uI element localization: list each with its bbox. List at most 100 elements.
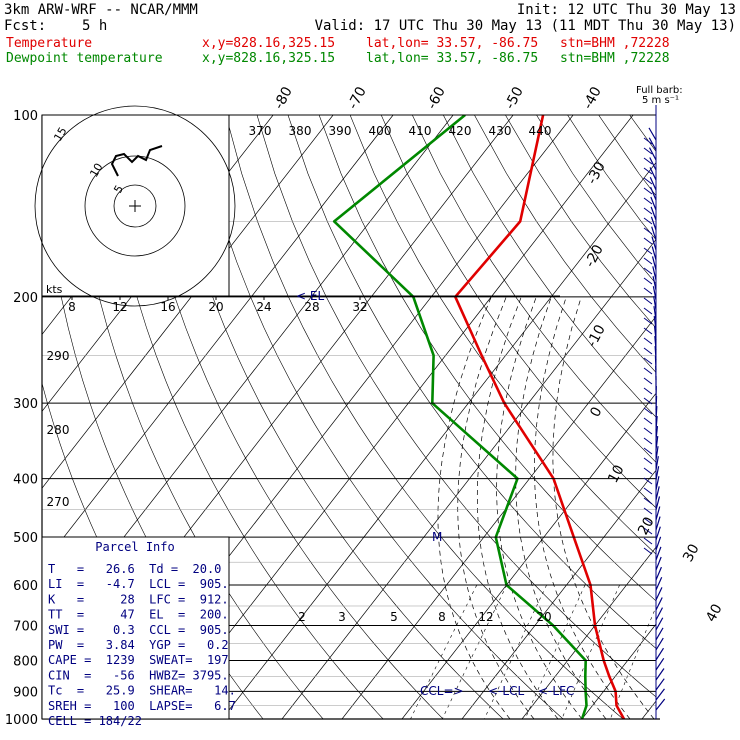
wind-barb-feather xyxy=(643,337,653,345)
mixing-ratio-label: 8 xyxy=(438,610,446,624)
wind-barb-feather xyxy=(643,367,653,375)
speed-label: 32 xyxy=(352,300,367,314)
wind-barb-feather xyxy=(643,157,653,165)
wind-barb-feather xyxy=(643,247,653,255)
moist-adiabat-line xyxy=(496,296,583,719)
wind-barb-feather xyxy=(643,477,653,485)
speed-label: 12 xyxy=(112,300,127,314)
parcel-info-title: Parcel Info xyxy=(95,540,174,554)
parcel-info-row: Tc = 25.9 SHEAR= 14. xyxy=(48,684,236,698)
sounding-profiles xyxy=(332,115,626,719)
wind-barb-feather xyxy=(643,307,653,315)
pressure-label: 200 xyxy=(13,291,38,306)
isotherm-line xyxy=(281,238,656,719)
wind-barb-feather xyxy=(643,167,653,175)
dry-adiabat-line xyxy=(443,115,656,418)
dewpoint-legend: Dewpoint temperature xyxy=(6,51,163,66)
wind-barb xyxy=(655,446,659,461)
wind-barb xyxy=(651,246,657,261)
isotherm-line xyxy=(341,315,656,719)
theta-label: 390 xyxy=(329,124,352,138)
init-time: Init: 12 UTC Thu 30 May 13 xyxy=(516,2,736,18)
wind-barb xyxy=(655,688,665,701)
wind-barb xyxy=(655,476,660,491)
wind-barb xyxy=(655,496,661,511)
isotherm-line xyxy=(461,469,656,719)
wind-barb xyxy=(653,326,657,341)
wind-barb-feather xyxy=(643,487,653,495)
wind-barb-feather xyxy=(643,387,653,395)
theta-label: 400 xyxy=(369,124,392,138)
wind-barb xyxy=(655,426,659,441)
theta-label: 430 xyxy=(489,124,512,138)
wind-barb xyxy=(655,526,661,541)
temperature-legend: Temperature xyxy=(6,36,93,51)
hodograph-ring xyxy=(113,184,157,228)
wind-barb xyxy=(655,405,658,421)
moist-adiabat-line xyxy=(476,296,559,719)
dry-adiabat-line xyxy=(598,115,656,197)
wind-barb xyxy=(655,456,659,471)
wind-barb xyxy=(655,637,664,651)
mixing-ratio-line xyxy=(484,584,547,719)
wind-barb-feather xyxy=(643,327,653,335)
dewpoint-station: stn=BHM ,72228 xyxy=(560,51,670,66)
wind-barb xyxy=(653,316,657,331)
speed-label: 16 xyxy=(160,300,175,314)
parcel-info-row: SREH = 100 LAPSE= 6.7 xyxy=(48,699,236,713)
theta-left-label: 290 xyxy=(47,349,70,363)
wind-barb-feather xyxy=(643,257,653,265)
isotherm-top-label: -60 xyxy=(424,84,449,112)
wind-barb-feather xyxy=(643,197,653,205)
wind-barb xyxy=(655,436,659,451)
parcel-info-row: CELL = 184/22 xyxy=(48,714,142,728)
wind-barb xyxy=(655,546,662,561)
pressure-label: 800 xyxy=(13,654,38,669)
wind-barb xyxy=(655,506,661,521)
wind-barb xyxy=(648,127,657,141)
wind-barb xyxy=(655,627,664,641)
temperature-latlon: lat,lon= 33.57, -86.75 xyxy=(366,36,539,51)
hodograph-ring xyxy=(34,105,236,307)
isotherm-right-label: -30 xyxy=(584,159,609,187)
lfc-marker: <-LFC xyxy=(538,684,574,698)
wind-barb-feather xyxy=(643,457,653,465)
m-marker: M xyxy=(432,530,442,544)
parcel-info-row: T = 26.6 Td = 20.0 xyxy=(48,562,221,576)
wind-barb xyxy=(649,176,657,191)
mixing-ratio-label: 20 xyxy=(536,610,551,624)
wind-barb xyxy=(655,678,665,691)
wind-barb xyxy=(652,266,657,281)
wind-barb xyxy=(655,607,664,621)
theta-left-label: 270 xyxy=(47,495,70,509)
wind-barb-feather xyxy=(643,377,653,385)
wind-barb-feather xyxy=(643,547,653,555)
wind-barb-feather xyxy=(643,537,653,545)
model-title: 3km ARW-WRF -- NCAR/MMM xyxy=(4,2,198,18)
wind-barb xyxy=(655,698,666,711)
speed-label: 20 xyxy=(208,300,223,314)
theta-label: 440 xyxy=(529,124,552,138)
wind-barb-feather xyxy=(643,317,653,325)
parcel-info-row: SWI = 0.3 CCL = 905. xyxy=(48,623,229,637)
wind-barb-feather xyxy=(643,207,653,215)
wind-barb-feather xyxy=(643,137,653,145)
wind-barb-feather xyxy=(643,217,653,225)
temperature-profile-line xyxy=(454,115,626,719)
speed-label: 8 xyxy=(68,300,76,314)
wind-barb xyxy=(648,147,657,161)
isotherm-line xyxy=(401,392,656,719)
pressure-label: 500 xyxy=(13,531,38,546)
hodograph-ring-label: 15 xyxy=(51,125,69,144)
wind-barb xyxy=(650,186,657,201)
isotherm-line xyxy=(161,115,634,719)
wind-barb xyxy=(650,206,657,221)
wind-barb xyxy=(655,658,665,671)
wind-barb-feather xyxy=(643,447,653,455)
dry-adiabat-line xyxy=(536,115,656,285)
wind-barb-feather xyxy=(643,227,653,235)
wind-barb-feather xyxy=(643,347,653,355)
mixing-ratio-line xyxy=(524,584,586,719)
moist-adiabat-line xyxy=(457,296,535,719)
wind-barb xyxy=(655,576,663,591)
